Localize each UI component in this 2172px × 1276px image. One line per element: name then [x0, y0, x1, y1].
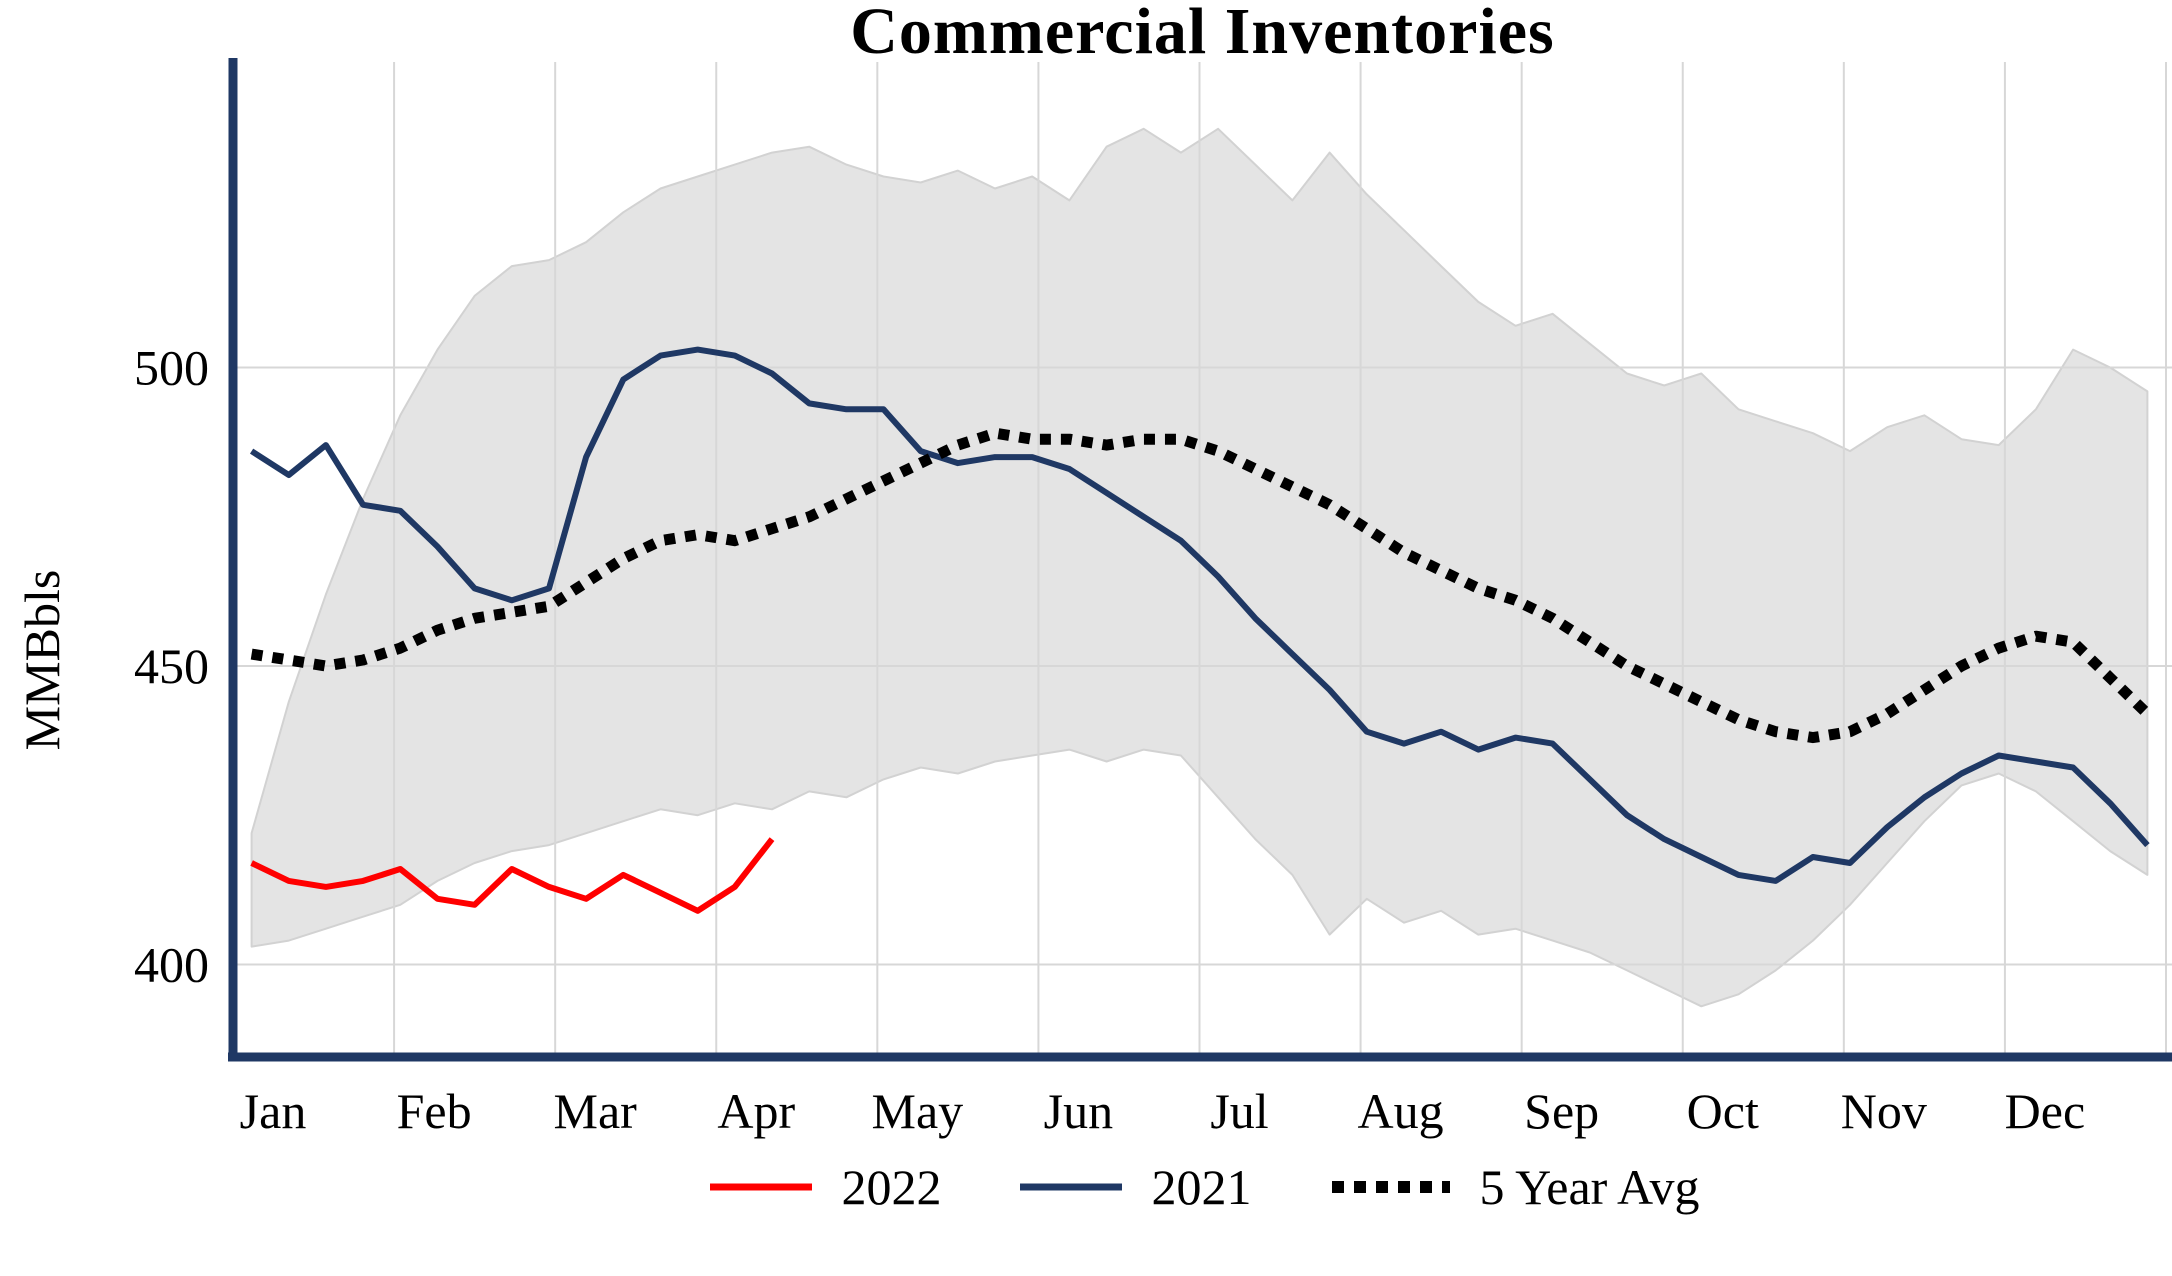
x-tick-label-jul: Jul	[1210, 1083, 1268, 1139]
x-tick-label-jan: Jan	[240, 1083, 307, 1139]
legend-label-2021: 2021	[1151, 1159, 1252, 1215]
x-tick-label-may: May	[872, 1083, 964, 1139]
x-tick-label-dec: Dec	[2005, 1083, 2086, 1139]
chart-title: Commercial Inventories	[850, 0, 1555, 68]
legend-label-5-year-avg: 5 Year Avg	[1479, 1159, 1700, 1215]
y-tick-label-400: 400	[134, 936, 209, 992]
chart-legend: 2022 2021 5 Year Avg	[233, 1158, 2172, 1216]
x-tick-label-oct: Oct	[1687, 1083, 1759, 1139]
series-line-2022	[250, 837, 775, 914]
legend-label-2022: 2022	[841, 1159, 942, 1215]
legend-item-2021: 2021	[1016, 1158, 1252, 1216]
x-tick-label-feb: Feb	[397, 1083, 472, 1139]
legend-swatch-5-year-avg-dotted-line	[1331, 1181, 1450, 1193]
legend-item-5-year-avg: 5 Year Avg	[1326, 1158, 1700, 1216]
x-tick-label-nov: Nov	[1841, 1083, 1927, 1139]
x-tick-label-sep: Sep	[1524, 1083, 1599, 1139]
y-tick-label-500: 500	[134, 340, 209, 396]
legend-swatch-2021-line	[1019, 1183, 1122, 1191]
y-axis-title: MMBbls	[14, 569, 70, 751]
series-line-5-year-avg	[250, 427, 2152, 744]
y-tick-label-450: 450	[134, 638, 209, 694]
x-tick-label-apr: Apr	[717, 1083, 795, 1139]
x-tick-label-mar: Mar	[554, 1083, 638, 1139]
legend-item-2022: 2022	[706, 1158, 942, 1216]
x-tick-label-aug: Aug	[1358, 1083, 1444, 1139]
series-line-2021	[249, 346, 2150, 884]
x-tick-label-jun: Jun	[1044, 1083, 1113, 1139]
legend-swatch-2022-line	[709, 1183, 812, 1191]
